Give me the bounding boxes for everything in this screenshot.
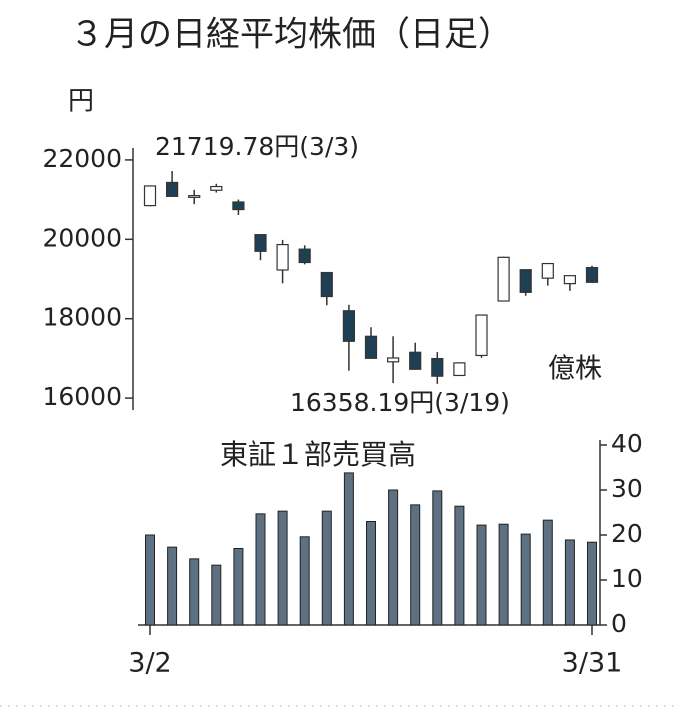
chart-subtitle: 東証１部売買高 — [220, 438, 416, 471]
bar — [587, 541, 597, 626]
bar — [211, 564, 222, 626]
bar — [366, 521, 376, 626]
x-tick-label: 3/31 — [562, 648, 623, 679]
bar — [167, 546, 178, 626]
bar — [343, 472, 354, 626]
candle-body — [188, 195, 201, 198]
bar — [542, 519, 553, 626]
candle-body — [166, 181, 179, 197]
bar — [189, 558, 200, 626]
candle-body — [254, 234, 267, 252]
candle-body — [364, 335, 378, 359]
bar — [564, 539, 575, 626]
candle-body — [431, 357, 444, 377]
y2-axis-label: 億株 — [548, 354, 602, 385]
bar — [233, 548, 244, 626]
annotation: 21719.78円(3/3) — [155, 132, 359, 161]
bar — [145, 534, 155, 626]
candle-body — [387, 357, 400, 363]
candle-body — [453, 362, 466, 377]
y-tick-label: 20000 — [42, 223, 122, 252]
candle-body — [585, 267, 599, 283]
candle-body — [298, 248, 311, 264]
candle-body — [232, 201, 245, 211]
candle-body — [210, 185, 223, 191]
candle-body — [143, 185, 157, 207]
bar — [410, 504, 421, 626]
bar — [277, 510, 288, 626]
candle-body — [276, 243, 289, 271]
candle-body — [519, 269, 532, 293]
x-tick-label: 3/2 — [128, 648, 171, 679]
y-axis-label: 円 — [68, 87, 94, 117]
y2-tick-label: 10 — [611, 564, 643, 593]
y2-tick-label: 30 — [611, 474, 643, 503]
y-tick-label: 22000 — [42, 144, 122, 173]
bar — [321, 510, 332, 626]
y2-tick-label: 20 — [611, 519, 643, 548]
candle-body — [563, 275, 577, 285]
bar — [255, 513, 266, 626]
candle-body — [320, 271, 333, 298]
bar — [498, 523, 509, 626]
candle-body — [475, 314, 488, 357]
candle-body — [541, 262, 554, 279]
candle-body — [342, 310, 355, 342]
chart-title: ３月の日経平均株価（日足） — [70, 15, 512, 55]
candle-body — [497, 256, 510, 302]
bar — [299, 536, 310, 626]
bar — [454, 505, 465, 626]
bar — [476, 524, 487, 626]
bar — [520, 533, 531, 626]
bar — [432, 490, 443, 626]
y-tick-label: 16000 — [42, 382, 122, 411]
y-tick-label: 18000 — [42, 303, 122, 332]
y2-tick-label: 40 — [611, 429, 643, 458]
candle-body — [409, 351, 422, 370]
annotation: 16358.19円(3/19) — [290, 388, 510, 417]
y2-tick-label: 0 — [611, 609, 627, 638]
bar — [388, 489, 399, 626]
